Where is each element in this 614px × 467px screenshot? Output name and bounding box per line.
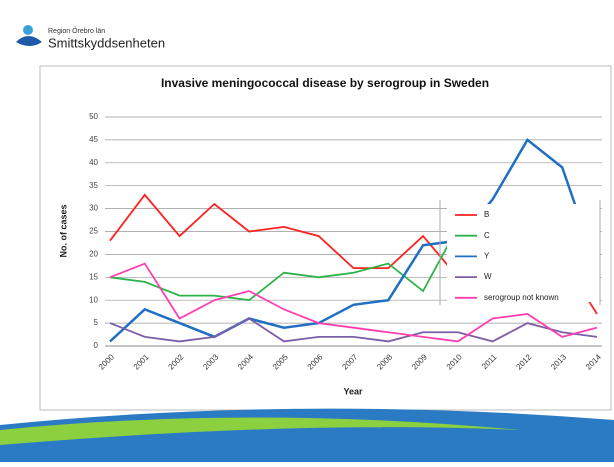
legend-label: Y bbox=[484, 252, 490, 261]
chart-title: Invasive meningococcal disease by serogr… bbox=[161, 76, 489, 90]
y-tick-label: 35 bbox=[89, 181, 98, 190]
legend-label: C bbox=[484, 231, 490, 240]
y-tick-label: 5 bbox=[94, 318, 99, 327]
series-line bbox=[109, 138, 599, 343]
legend-label: W bbox=[484, 272, 492, 281]
y-tick-label: 0 bbox=[94, 341, 99, 350]
y-tick-label: 10 bbox=[89, 295, 98, 304]
x-axis-label: Year bbox=[343, 386, 363, 396]
unit-name: Smittskyddsenheten bbox=[48, 35, 165, 50]
y-axis-label: No. of cases bbox=[58, 204, 68, 257]
y-tick-label: 20 bbox=[89, 250, 98, 259]
legend-label: B bbox=[484, 210, 489, 219]
footer-accent bbox=[0, 417, 520, 445]
y-tick-label: 30 bbox=[89, 204, 98, 213]
org-name: Region Örebro län bbox=[48, 27, 105, 35]
logo bbox=[16, 25, 42, 46]
y-tick-label: 50 bbox=[89, 112, 98, 121]
y-tick-label: 25 bbox=[89, 227, 98, 236]
series-line bbox=[109, 317, 598, 343]
y-tick-label: 45 bbox=[89, 135, 98, 144]
y-tick-label: 40 bbox=[89, 158, 98, 167]
legend-box bbox=[447, 204, 600, 302]
y-tick-label: 15 bbox=[89, 272, 98, 281]
legend-label: serogroup not known bbox=[484, 293, 559, 302]
series-line bbox=[109, 262, 598, 343]
